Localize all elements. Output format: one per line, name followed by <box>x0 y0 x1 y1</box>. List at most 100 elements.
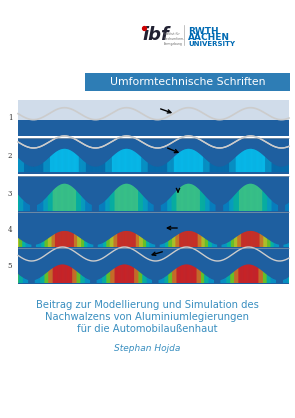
Polygon shape <box>273 202 274 211</box>
Polygon shape <box>272 163 273 172</box>
Polygon shape <box>265 157 266 172</box>
Polygon shape <box>73 234 74 247</box>
Polygon shape <box>236 193 237 211</box>
Polygon shape <box>175 192 176 211</box>
Polygon shape <box>184 184 185 211</box>
Polygon shape <box>152 280 153 283</box>
Polygon shape <box>70 186 71 211</box>
Polygon shape <box>275 165 276 172</box>
Polygon shape <box>93 205 94 211</box>
Polygon shape <box>253 265 254 283</box>
Polygon shape <box>245 150 246 172</box>
Polygon shape <box>148 201 149 211</box>
Polygon shape <box>129 231 130 247</box>
Polygon shape <box>242 151 243 172</box>
Polygon shape <box>52 191 53 211</box>
Polygon shape <box>265 273 266 283</box>
Polygon shape <box>268 197 269 211</box>
Polygon shape <box>216 166 217 172</box>
Polygon shape <box>156 245 157 247</box>
Polygon shape <box>188 265 189 283</box>
Polygon shape <box>72 268 73 283</box>
Polygon shape <box>267 196 268 211</box>
Polygon shape <box>223 166 224 172</box>
Polygon shape <box>39 165 40 172</box>
Polygon shape <box>232 160 233 172</box>
Polygon shape <box>142 158 143 172</box>
Polygon shape <box>267 275 268 283</box>
Polygon shape <box>44 199 45 211</box>
Polygon shape <box>236 156 237 172</box>
Polygon shape <box>100 244 101 247</box>
Polygon shape <box>82 240 83 247</box>
Polygon shape <box>157 206 158 211</box>
Polygon shape <box>118 266 119 283</box>
Polygon shape <box>21 198 22 211</box>
Polygon shape <box>285 279 286 283</box>
Polygon shape <box>110 158 111 172</box>
Polygon shape <box>188 149 189 172</box>
Polygon shape <box>23 163 24 172</box>
Polygon shape <box>267 239 268 247</box>
Polygon shape <box>80 195 81 211</box>
Polygon shape <box>40 164 41 172</box>
Polygon shape <box>120 232 121 247</box>
Polygon shape <box>272 242 273 247</box>
Polygon shape <box>19 196 20 211</box>
Polygon shape <box>227 202 228 211</box>
Polygon shape <box>68 185 69 211</box>
Polygon shape <box>203 194 204 211</box>
Polygon shape <box>218 206 219 211</box>
Polygon shape <box>172 238 173 247</box>
Polygon shape <box>287 165 288 172</box>
Polygon shape <box>256 267 257 283</box>
Polygon shape <box>198 234 199 247</box>
Polygon shape <box>123 231 124 247</box>
Polygon shape <box>175 155 176 172</box>
Polygon shape <box>127 265 128 283</box>
Polygon shape <box>193 266 194 283</box>
Polygon shape <box>220 245 221 247</box>
Polygon shape <box>272 278 273 283</box>
Polygon shape <box>158 280 159 283</box>
Polygon shape <box>22 199 23 211</box>
Polygon shape <box>87 242 88 247</box>
Polygon shape <box>24 278 25 283</box>
Polygon shape <box>27 204 28 211</box>
Polygon shape <box>253 184 254 211</box>
Polygon shape <box>185 231 186 247</box>
Polygon shape <box>233 159 234 172</box>
Polygon shape <box>226 165 227 172</box>
Polygon shape <box>273 279 274 283</box>
Polygon shape <box>88 280 89 283</box>
Polygon shape <box>171 159 172 172</box>
Polygon shape <box>63 184 64 211</box>
Polygon shape <box>119 265 120 283</box>
Polygon shape <box>238 235 239 247</box>
Polygon shape <box>112 192 113 211</box>
Polygon shape <box>106 241 107 247</box>
Polygon shape <box>164 165 165 172</box>
Polygon shape <box>74 234 75 247</box>
Polygon shape <box>100 166 101 172</box>
Polygon shape <box>32 280 33 283</box>
Polygon shape <box>271 278 272 283</box>
Polygon shape <box>166 201 167 211</box>
Polygon shape <box>195 267 196 283</box>
Polygon shape <box>181 265 182 283</box>
Polygon shape <box>227 277 228 283</box>
Polygon shape <box>275 243 276 247</box>
Polygon shape <box>258 151 259 172</box>
Polygon shape <box>132 267 133 283</box>
Polygon shape <box>198 153 199 172</box>
Text: für die Automobilaußenhaut: für die Automobilaußenhaut <box>77 324 217 334</box>
Polygon shape <box>78 273 79 283</box>
Polygon shape <box>203 273 204 283</box>
Polygon shape <box>208 161 209 172</box>
Polygon shape <box>202 193 203 211</box>
Polygon shape <box>137 270 138 283</box>
Polygon shape <box>163 243 164 247</box>
Polygon shape <box>219 280 220 283</box>
Polygon shape <box>90 244 91 247</box>
Polygon shape <box>192 150 193 172</box>
